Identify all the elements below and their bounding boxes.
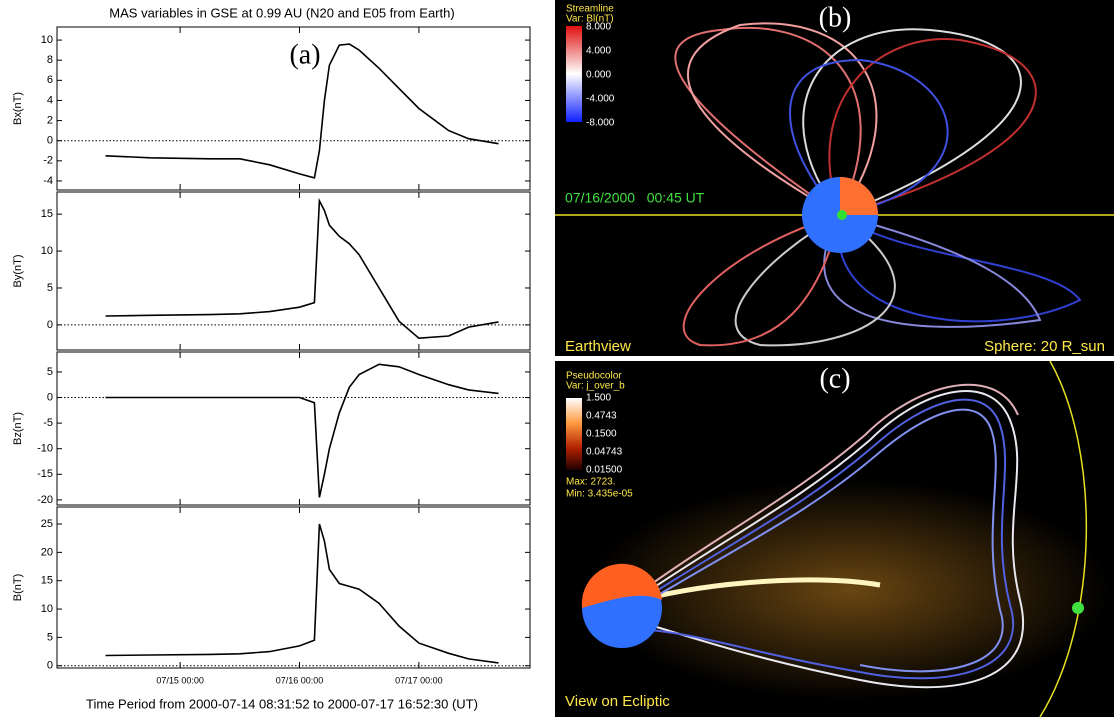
data-line [105, 523, 499, 664]
plot-frame [56, 506, 531, 669]
colorbar [566, 398, 582, 470]
plot-frame [56, 191, 531, 351]
data-line [105, 363, 499, 498]
colorbar-label: 1.500 [586, 393, 611, 404]
x-tick-label: 07/15 00:00 [156, 675, 204, 685]
y-axis-label: Bz(nT) [12, 412, 24, 445]
data-line [105, 43, 499, 179]
x-axis-label: Time Period from 2000-07-14 08:31:52 to … [86, 696, 478, 711]
y-tick-label: 0 [47, 391, 53, 403]
colorbar-label: 0.4743 [586, 411, 617, 422]
colorbar-label: 0.1500 [586, 429, 617, 440]
max-label: Max: 2723. [566, 477, 615, 488]
sphere-boundary [1039, 360, 1087, 718]
figure-title: MAS variables in GSE at 0.99 AU (N20 and… [109, 5, 454, 20]
y-tick-label: 5 [47, 282, 53, 294]
y-tick-label: -20 [37, 494, 53, 506]
y-tick-label: 20 [41, 546, 53, 558]
y-tick-label: 6 [47, 74, 53, 86]
y-tick-label: 0 [47, 135, 53, 147]
y-tick-label: 10 [41, 603, 53, 615]
x-tick-label: 07/16 00:00 [276, 675, 324, 685]
legend-title: Streamline [566, 4, 614, 15]
plot-frame [56, 26, 531, 191]
colorbar-label: 8.000 [586, 22, 611, 33]
legend-var: Var: j_over_b [566, 381, 625, 392]
data-line [105, 197, 499, 340]
earth-marker [837, 210, 847, 220]
y-axis-label: Bx(nT) [12, 92, 24, 125]
time-label: 07/16/2000 00:45 UT [565, 190, 705, 206]
panel-label: (a) [289, 39, 320, 70]
y-tick-label: 4 [47, 94, 53, 106]
field-lines [674, 22, 1082, 347]
legend-title: Pseudocolor [566, 371, 622, 382]
sun-sphere [840, 177, 878, 215]
colorbar-label: 4.000 [586, 46, 611, 57]
x-tick-label: 07/17 00:00 [395, 675, 443, 685]
y-tick-label: 0 [47, 660, 53, 672]
panel-label: (b) [819, 2, 852, 33]
y-tick-label: 0 [47, 319, 53, 331]
panel-b: Streamline Var: Bl(nT) 8.000 4.000 0.000 -4… [555, 0, 1114, 356]
colorbar [566, 26, 582, 122]
y-tick-label: -5 [43, 417, 53, 429]
panel-label: (c) [819, 363, 850, 394]
sphere-label: Sphere: 20 R_sun [984, 338, 1105, 355]
y-tick-label: 10 [41, 34, 53, 46]
sun-sphere [581, 563, 662, 608]
y-tick-label: 10 [41, 245, 53, 257]
earth-marker [1072, 602, 1084, 614]
y-tick-label: 2 [47, 114, 53, 126]
y-tick-label: 25 [41, 518, 53, 530]
view-label: View on Ecliptic [565, 693, 670, 710]
current-sheet [639, 577, 881, 603]
y-tick-label: 15 [41, 575, 53, 587]
y-tick-label: -2 [43, 155, 53, 167]
y-axis-label: B(nT) [12, 574, 24, 602]
legend-var: Var: Bl(nT) [566, 14, 614, 25]
colorbar-label: 0.01500 [586, 465, 623, 476]
y-tick-label: 5 [47, 631, 53, 643]
plot-frame [56, 351, 531, 506]
colorbar-label: -8.000 [586, 118, 615, 129]
min-label: Min: 3.435e-05 [566, 489, 633, 500]
y-tick-label: 5 [47, 366, 53, 378]
panel-c: Pseudocolor Var: j_over_b 1.500 0.4743 0.1… [555, 360, 1114, 718]
y-tick-label: -4 [43, 175, 53, 187]
y-tick-label: 15 [41, 208, 53, 220]
y-tick-label: 8 [47, 54, 53, 66]
colorbar-label: -4.000 [586, 94, 615, 105]
y-tick-label: -10 [37, 443, 53, 455]
y-axis-label: By(nT) [12, 255, 24, 288]
colorbar-label: 0.04743 [586, 447, 623, 458]
y-tick-label: -15 [37, 468, 53, 480]
field-lines [649, 383, 1025, 689]
view-label: Earthview [565, 338, 631, 355]
colorbar-label: 0.000 [586, 70, 611, 81]
